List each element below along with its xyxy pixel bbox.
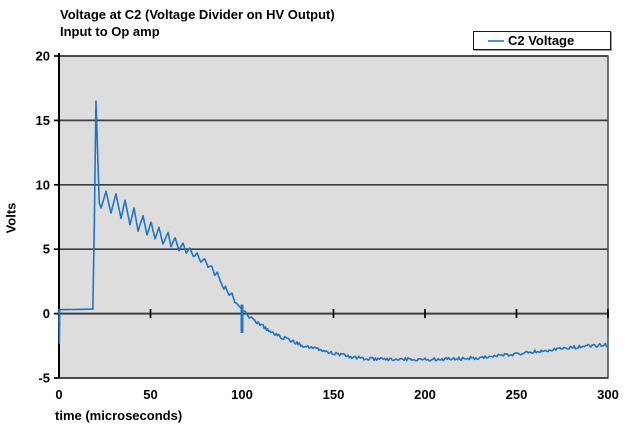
x-tick-label: 200	[414, 387, 436, 402]
x-tick-label: 0	[55, 387, 62, 402]
y-tick-label: 10	[36, 177, 50, 192]
y-tick-label: 15	[36, 113, 50, 128]
y-tick-label: 5	[43, 242, 50, 257]
legend: C2 Voltage	[473, 31, 611, 50]
y-tick-label: 20	[36, 49, 50, 64]
x-tick-label: 300	[597, 387, 619, 402]
x-tick-label: 100	[231, 387, 253, 402]
x-axis-title: time (microseconds)	[55, 408, 183, 423]
legend-line-icon	[488, 39, 504, 42]
x-tick-label: 250	[506, 387, 528, 402]
chart-title-line1: Voltage at C2 (Voltage Divider on HV Out…	[60, 7, 335, 22]
x-tick-label: 50	[143, 387, 157, 402]
legend-label: C2 Voltage	[508, 33, 575, 48]
y-tick-label: -5	[38, 371, 50, 386]
y-tick-label: 0	[43, 306, 50, 321]
series-line	[58, 100, 609, 362]
chart-title-line2: Input to Op amp	[60, 24, 160, 39]
chart-title: Voltage at C2 (Voltage Divider on HV Out…	[60, 6, 335, 40]
x-tick-label: 150	[323, 387, 345, 402]
plot-background	[59, 56, 608, 378]
